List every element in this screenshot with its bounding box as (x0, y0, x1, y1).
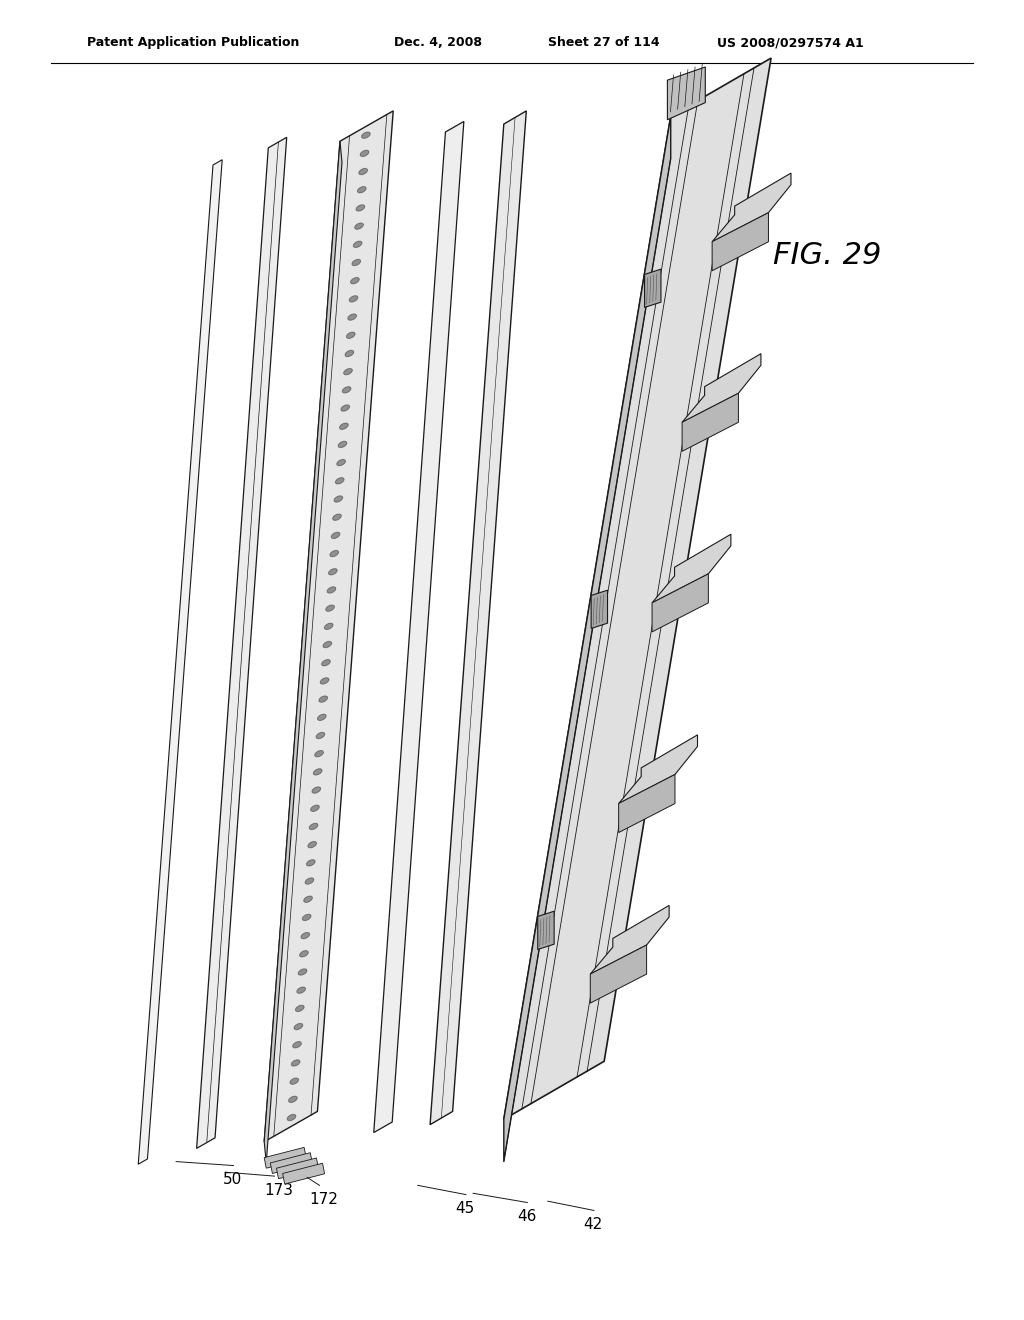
Polygon shape (349, 296, 357, 302)
Text: Sheet 27 of 114: Sheet 27 of 114 (548, 36, 659, 49)
Polygon shape (618, 775, 675, 833)
Polygon shape (504, 116, 671, 1162)
Polygon shape (322, 660, 330, 665)
Polygon shape (345, 351, 353, 356)
Text: US 2008/0297574 A1: US 2008/0297574 A1 (717, 36, 863, 49)
Polygon shape (590, 945, 646, 1003)
Polygon shape (340, 424, 348, 429)
Text: 50: 50 (223, 1172, 243, 1187)
Polygon shape (538, 911, 554, 949)
Polygon shape (324, 642, 332, 648)
Polygon shape (290, 1078, 298, 1084)
Polygon shape (329, 569, 337, 574)
Polygon shape (618, 735, 697, 804)
Polygon shape (652, 535, 731, 603)
Polygon shape (288, 1114, 296, 1121)
Polygon shape (337, 459, 345, 466)
Polygon shape (298, 969, 307, 975)
Polygon shape (430, 111, 526, 1125)
Polygon shape (357, 186, 366, 193)
Polygon shape (283, 1163, 325, 1184)
Polygon shape (330, 550, 338, 557)
Polygon shape (336, 478, 344, 484)
Polygon shape (302, 915, 311, 920)
Polygon shape (712, 173, 791, 242)
Polygon shape (343, 387, 351, 393)
Polygon shape (197, 137, 287, 1148)
Text: 45: 45 (456, 1201, 475, 1216)
Polygon shape (332, 532, 340, 539)
Polygon shape (353, 242, 361, 247)
Polygon shape (334, 496, 342, 502)
Polygon shape (361, 132, 370, 139)
Polygon shape (325, 623, 333, 630)
Polygon shape (300, 950, 308, 957)
Polygon shape (264, 1147, 306, 1168)
Polygon shape (652, 574, 709, 632)
Text: 172: 172 (309, 1192, 338, 1206)
Polygon shape (360, 150, 369, 156)
Polygon shape (352, 260, 360, 265)
Polygon shape (374, 121, 464, 1133)
Polygon shape (307, 859, 315, 866)
Polygon shape (344, 368, 352, 375)
Polygon shape (289, 1097, 297, 1102)
Polygon shape (304, 896, 312, 903)
Polygon shape (308, 842, 316, 847)
Polygon shape (294, 1023, 302, 1030)
Polygon shape (321, 678, 329, 684)
Polygon shape (276, 1158, 318, 1179)
Polygon shape (341, 405, 349, 411)
Polygon shape (292, 1060, 300, 1067)
Polygon shape (644, 269, 660, 308)
Polygon shape (356, 205, 365, 211)
Polygon shape (270, 1152, 312, 1173)
Polygon shape (317, 714, 326, 721)
Polygon shape (319, 696, 328, 702)
Polygon shape (309, 824, 317, 829)
Polygon shape (712, 213, 768, 271)
Text: 42: 42 (584, 1217, 603, 1232)
Polygon shape (138, 160, 222, 1164)
Text: 173: 173 (264, 1183, 293, 1197)
Polygon shape (311, 805, 319, 812)
Polygon shape (504, 58, 771, 1119)
Polygon shape (313, 770, 322, 775)
Polygon shape (333, 515, 341, 520)
Polygon shape (590, 906, 669, 974)
Text: FIG. 29: FIG. 29 (773, 242, 882, 271)
Polygon shape (315, 751, 324, 756)
Text: Patent Application Publication: Patent Application Publication (87, 36, 299, 49)
Polygon shape (338, 441, 347, 447)
Text: 46: 46 (517, 1209, 537, 1224)
Polygon shape (297, 987, 305, 993)
Polygon shape (301, 933, 309, 939)
Polygon shape (326, 605, 334, 611)
Polygon shape (359, 169, 368, 174)
Polygon shape (351, 277, 359, 284)
Polygon shape (316, 733, 325, 738)
Polygon shape (305, 878, 313, 884)
Polygon shape (348, 314, 356, 319)
Polygon shape (264, 111, 393, 1142)
Polygon shape (347, 333, 355, 338)
Polygon shape (328, 587, 336, 593)
Polygon shape (293, 1041, 301, 1048)
Polygon shape (296, 1006, 304, 1011)
Polygon shape (682, 354, 761, 422)
Polygon shape (264, 141, 342, 1163)
Polygon shape (591, 590, 607, 628)
Polygon shape (668, 67, 706, 120)
Polygon shape (312, 787, 321, 793)
Polygon shape (682, 393, 738, 451)
Text: Dec. 4, 2008: Dec. 4, 2008 (394, 36, 482, 49)
Polygon shape (355, 223, 364, 230)
